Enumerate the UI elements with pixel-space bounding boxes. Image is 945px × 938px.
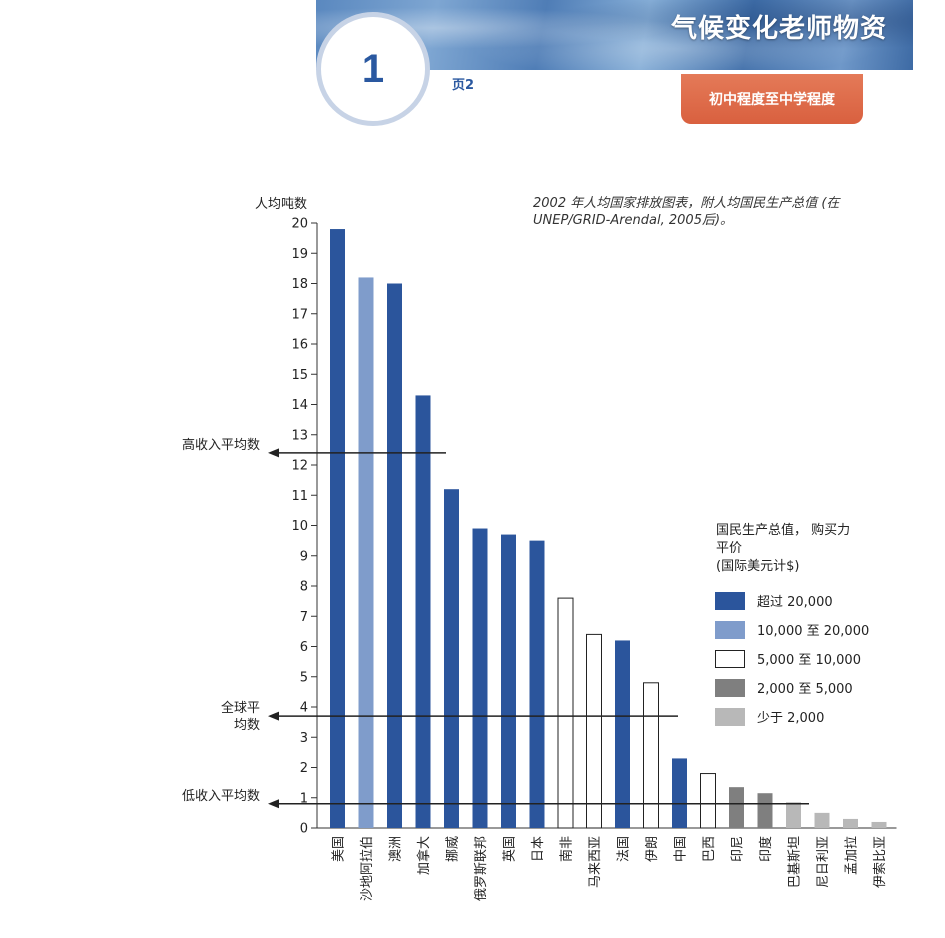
bar [358, 277, 374, 828]
legend-item: 少于 2,000 [715, 702, 869, 731]
y-tick-label: 4 [300, 701, 308, 716]
x-tick-label: 中国 [674, 836, 689, 862]
legend-swatch [715, 678, 745, 697]
reference-arrow [268, 799, 279, 809]
legend-label: 2,000 至 5,000 [757, 682, 853, 697]
x-tick-label: 印度 [758, 836, 774, 862]
legend-label: 超过 20,000 [757, 595, 833, 610]
y-tick-label: 20 [291, 217, 308, 232]
y-tick-label: 13 [291, 428, 308, 443]
legend-swatch [715, 649, 745, 668]
low-income-average-label: 低收入平均数 [181, 789, 260, 804]
reference-arrow [268, 448, 279, 458]
legend-swatch [715, 591, 745, 610]
legend-label: 10,000 至 20,000 [757, 624, 870, 639]
world-average-label-text: 全球平 均数 [220, 701, 260, 733]
x-tick-label: 伊朗 [645, 836, 660, 862]
bar [786, 802, 801, 828]
y-tick-label: 12 [291, 459, 308, 474]
world-average-label: 全球平 均数 [190, 700, 260, 734]
bar [444, 489, 459, 828]
x-tick-label: 俄罗斯联邦 [474, 836, 489, 901]
legend-label: 5,000 至 10,000 [757, 653, 861, 668]
level-badge: 初中程度至中学程度 [681, 74, 863, 124]
y-tick-label: 3 [300, 731, 308, 746]
x-tick-label: 澳洲 [388, 836, 404, 862]
x-tick-label: 加拿大 [416, 836, 432, 875]
bar [415, 395, 431, 828]
bar [472, 528, 488, 828]
bar [557, 597, 574, 829]
x-tick-label: 印尼 [731, 836, 746, 862]
y-tick-label: 10 [291, 519, 308, 534]
y-tick-label: 9 [300, 549, 308, 564]
bar [672, 758, 687, 828]
lesson-number: 1 [361, 46, 385, 91]
y-tick-label: 0 [300, 822, 308, 837]
bar [729, 787, 744, 828]
chart-caption: 2002 年人均国家排放图表，附人均国民生产总值 (在 UNEP/GRID-Ar… [533, 196, 840, 228]
x-tick-label: 沙地阿拉伯 [360, 836, 375, 901]
lesson-number-circle: 1 [316, 12, 430, 126]
x-tick-label: 尼日利亚 [816, 836, 831, 888]
legend-item: 2,000 至 5,000 [715, 673, 869, 702]
legend-swatch [715, 707, 745, 726]
legend-item: 超过 20,000 [715, 586, 869, 615]
legend-title-line: 国民生产总值， 购买力 [716, 523, 851, 538]
y-tick-label: 15 [291, 368, 308, 383]
bar [700, 773, 716, 829]
x-tick-label: 巴基斯坦 [788, 836, 803, 888]
x-tick-label: 英国 [503, 836, 518, 862]
banner-title: 气候变化老师物资 [670, 14, 887, 44]
bar [586, 633, 602, 829]
y-tick-label: 7 [300, 610, 308, 625]
y-tick-label: 17 [291, 307, 308, 322]
bar [501, 534, 516, 828]
y-tick-label: 16 [291, 338, 308, 353]
bar [843, 818, 858, 828]
bar [814, 812, 830, 828]
x-tick-label: 美国 [332, 836, 347, 862]
legend-title-line: 平价 [716, 541, 743, 556]
y-tick-label: 2 [300, 761, 308, 776]
legend-title: 国民生产总值， 购买力 平价 (国际美元计$) [716, 522, 896, 576]
legend-item: 10,000 至 20,000 [715, 615, 869, 644]
bar [529, 540, 545, 828]
legend-swatch [715, 620, 745, 639]
y-tick-label: 11 [291, 489, 308, 504]
legend: 超过 20,000 10,000 至 20,000 5,000 至 10,000… [715, 586, 869, 731]
page-label: 页2 [452, 78, 475, 93]
y-tick-label: 14 [291, 398, 308, 413]
bar [871, 821, 887, 828]
x-tick-label: 法国 [617, 836, 632, 862]
legend-label: 少于 2,000 [757, 711, 825, 726]
bar [330, 229, 345, 829]
y-axis-label: 人均吨数 [255, 197, 307, 212]
x-tick-label: 马来西亚 [588, 836, 603, 888]
x-tick-label: 巴西 [702, 836, 717, 862]
bar [643, 682, 659, 829]
bar [757, 793, 773, 828]
y-tick-label: 8 [300, 580, 308, 595]
legend-item: 5,000 至 10,000 [715, 644, 869, 673]
high-income-average-label: 高收入平均数 [181, 438, 260, 453]
bar [615, 640, 630, 828]
y-tick-label: 18 [291, 277, 308, 292]
x-tick-label: 挪威 [446, 836, 461, 862]
legend-title-line: (国际美元计$) [716, 559, 800, 574]
y-tick-label: 5 [300, 670, 308, 685]
bar [387, 283, 402, 828]
x-tick-label: 南非 [559, 836, 575, 862]
x-tick-label: 日本 [531, 836, 546, 862]
reference-arrow [268, 711, 279, 721]
y-tick-label: 6 [300, 640, 308, 655]
x-tick-label: 孟加拉 [845, 836, 860, 875]
y-tick-label: 19 [291, 247, 308, 262]
x-tick-label: 伊索比亚 [873, 836, 888, 888]
y-tick-label: 1 [300, 791, 308, 806]
